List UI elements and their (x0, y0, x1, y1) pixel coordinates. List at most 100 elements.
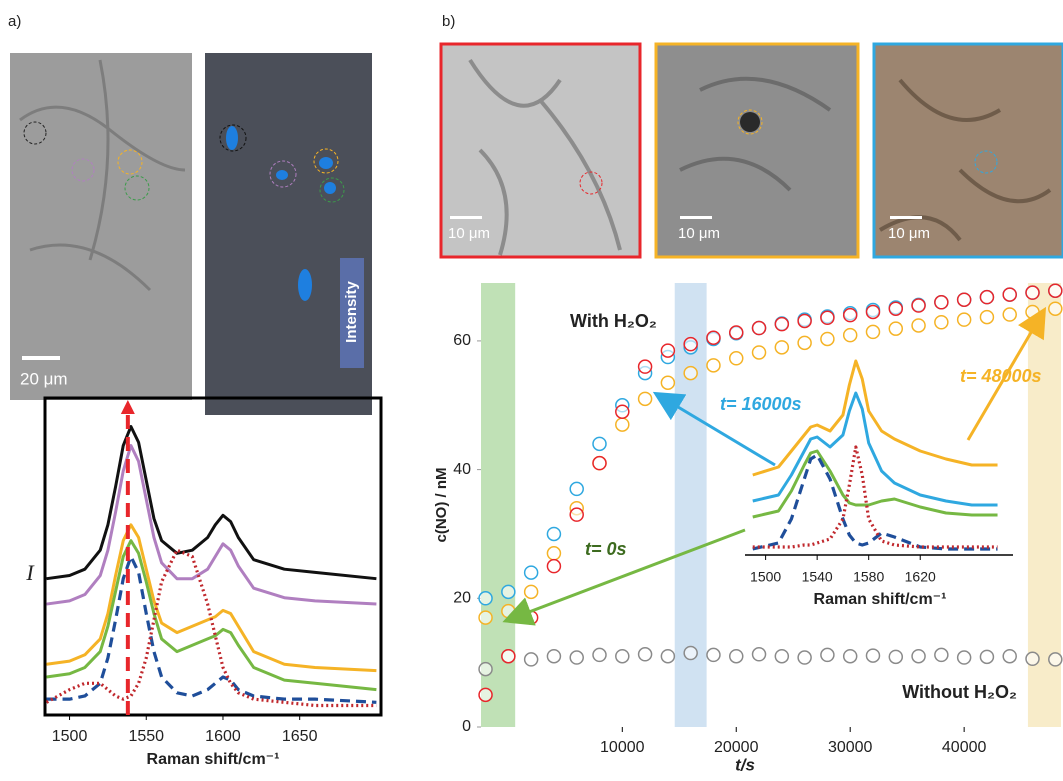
data-point (639, 360, 652, 373)
data-point (547, 547, 560, 560)
data-point (502, 605, 515, 618)
data-point (980, 291, 993, 304)
data-point (1003, 650, 1016, 663)
data-point (866, 649, 879, 662)
data-point (1049, 653, 1062, 666)
data-point (958, 293, 971, 306)
data-point (889, 650, 902, 663)
x-axis-label: Raman shift/cm⁻¹ (814, 591, 947, 608)
spectrum-line (753, 451, 998, 517)
y-tick-label: 40 (453, 461, 471, 478)
data-point (1049, 284, 1062, 297)
data-point (570, 508, 583, 521)
data-point (593, 648, 606, 661)
annotation: With H₂O₂ (570, 311, 657, 331)
micrograph: 20 μm (10, 53, 192, 400)
raman-map: Intensity (205, 53, 372, 415)
data-point (866, 305, 879, 318)
data-point (684, 367, 697, 380)
x-tick-label: 1500 (52, 728, 88, 745)
data-point (479, 688, 492, 701)
data-point (1049, 302, 1062, 315)
data-point (707, 359, 720, 372)
data-point (753, 346, 766, 359)
data-point (684, 338, 697, 351)
spectrum-line (47, 427, 377, 579)
scale-bar-label: 20 μm (20, 369, 68, 388)
data-point (889, 322, 902, 335)
data-point (912, 299, 925, 312)
data-point (730, 326, 743, 339)
data-point (980, 650, 993, 663)
data-point (570, 482, 583, 495)
data-point (753, 322, 766, 335)
data-point (935, 648, 948, 661)
data-point (980, 311, 993, 324)
data-point (593, 437, 606, 450)
micrograph: 10 μm (874, 44, 1063, 257)
data-point (912, 650, 925, 663)
data-point (889, 302, 902, 315)
micrograph: 10 μm (656, 44, 858, 257)
data-point (798, 336, 811, 349)
data-point (798, 314, 811, 327)
panel-label: b) (442, 13, 455, 30)
x-tick-label: 1620 (905, 569, 936, 585)
scale-bar-label: 10 μm (448, 225, 490, 242)
data-point (547, 560, 560, 573)
x-tick-label: 1550 (128, 728, 164, 745)
data-point (730, 352, 743, 365)
data-point (616, 418, 629, 431)
data-point (593, 457, 606, 470)
data-point (616, 405, 629, 418)
data-point (525, 653, 538, 666)
data-point (958, 313, 971, 326)
x-tick-label: 1580 (853, 569, 884, 585)
y-axis-label: c(NO) / nM (433, 468, 450, 543)
panel-label: a) (8, 13, 21, 30)
peak-marker-head (121, 400, 135, 414)
data-point (1003, 308, 1016, 321)
data-point (525, 566, 538, 579)
micrograph: 10 μm (441, 44, 640, 257)
figure: a) b) 20 μm Intensity 10 μm (0, 0, 1063, 776)
data-point (935, 296, 948, 309)
data-point (844, 309, 857, 322)
data-point (912, 319, 925, 332)
data-point (1026, 305, 1039, 318)
x-tick-label: 1500 (750, 569, 781, 585)
x-axis-label: Raman shift/cm⁻¹ (147, 751, 280, 768)
data-point (798, 651, 811, 664)
data-point (639, 648, 652, 661)
data-point (502, 650, 515, 663)
spectrum-line (47, 525, 377, 671)
scale-bar-label: 10 μm (888, 225, 930, 242)
data-point (821, 311, 834, 324)
data-point (935, 316, 948, 329)
data-point (639, 392, 652, 405)
data-point (570, 651, 583, 664)
y-axis-label: I (25, 560, 35, 585)
data-point (844, 329, 857, 342)
data-point (547, 650, 560, 663)
spectrum-line (47, 446, 377, 605)
annotation: t= 16000s (720, 394, 802, 414)
x-axis-label: t/s (735, 755, 755, 774)
scale-bar-label: 10 μm (678, 225, 720, 242)
data-point (866, 325, 879, 338)
data-point (958, 651, 971, 664)
data-point (753, 648, 766, 661)
x-tick-label: 10000 (600, 739, 645, 756)
data-point (661, 650, 674, 663)
data-point (616, 650, 629, 663)
data-point (661, 344, 674, 357)
data-point (844, 650, 857, 663)
data-point (1026, 652, 1039, 665)
data-point (707, 648, 720, 661)
data-point (775, 341, 788, 354)
data-point (547, 527, 560, 540)
data-point (479, 611, 492, 624)
data-point (479, 663, 492, 676)
x-tick-label: 1600 (205, 728, 241, 745)
data-point (525, 585, 538, 598)
